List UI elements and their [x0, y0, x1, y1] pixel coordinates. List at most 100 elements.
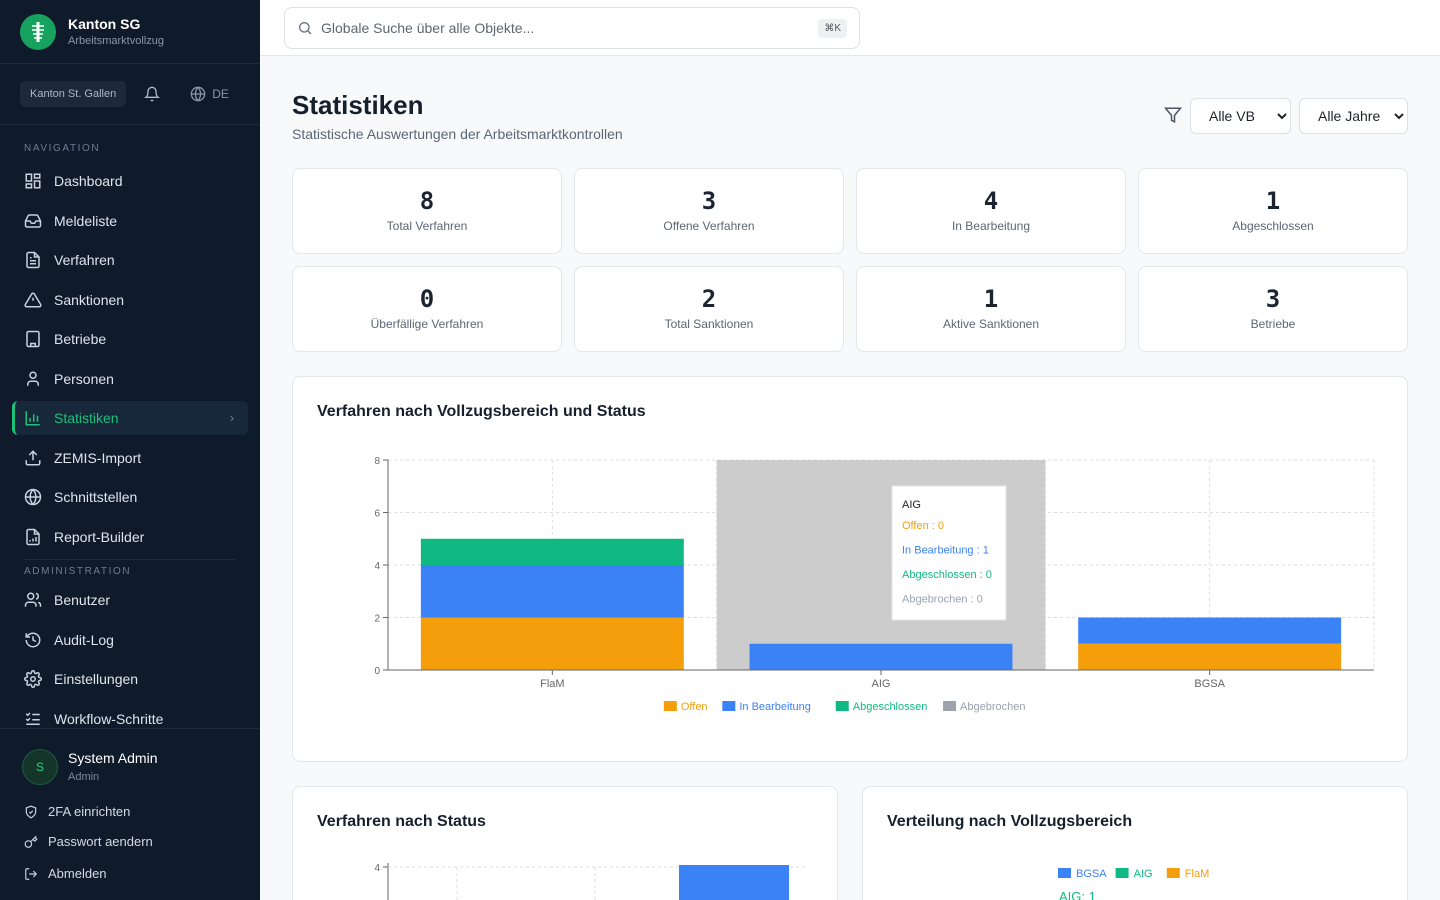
brand[interactable]: Kanton SG Arbeitsmarktvollzug: [0, 0, 260, 64]
topbar: ⌘K: [260, 0, 1440, 56]
notification-bell-icon[interactable]: [142, 84, 162, 104]
bar-chart-icon: [25, 411, 40, 426]
kpi-value: 8: [419, 187, 435, 215]
y-tick-label: 4: [374, 863, 380, 874]
legend-label: Abgeschlossen: [853, 701, 928, 713]
key-icon: [24, 835, 38, 848]
sidebar-item-label: Verfahren: [54, 252, 115, 268]
search-input[interactable]: [321, 20, 819, 36]
sidebar-item-report-builder[interactable]: Report-Builder: [12, 520, 248, 554]
setup-2fa-link[interactable]: 2FA einrichten: [24, 804, 130, 819]
pie-chart: BGSA AIG FlaM AIG: 1: [1058, 868, 1209, 900]
legend-swatch: [1166, 868, 1180, 878]
kpi-value: 1: [1265, 187, 1281, 215]
chart-title: Verfahren nach Status: [317, 813, 486, 830]
page-subtitle: Statistische Auswertungen der Arbeitsmar…: [292, 126, 623, 142]
legend-swatch: [722, 701, 736, 711]
logout-label: Abmelden: [48, 866, 107, 881]
sidebar-item-personen[interactable]: Personen: [12, 362, 248, 396]
canton-logo-icon: [20, 13, 56, 50]
bar-segment: [749, 643, 1013, 670]
sidebar-item-audit-log[interactable]: Audit-Log: [12, 623, 248, 657]
sidebar-item-statistiken[interactable]: Statistiken ›: [12, 401, 248, 435]
sidebar-item-meldeliste[interactable]: Meldeliste: [12, 204, 248, 238]
sidebar-item-label: Personen: [54, 371, 114, 387]
kpi-ueberfaellige-verfahren: 0 Überfällige Verfahren: [292, 266, 562, 352]
kpi-value: 3: [1265, 285, 1281, 313]
history-icon: [25, 632, 41, 648]
language-switcher[interactable]: DE: [190, 86, 229, 102]
upload-icon: [25, 450, 41, 466]
vollzugsbereich-select[interactable]: Alle VB: [1190, 98, 1291, 134]
kpi-label: Abgeschlossen: [1232, 219, 1314, 233]
year-select[interactable]: Alle Jahre: [1299, 98, 1408, 134]
legend-swatch: [663, 701, 677, 711]
chart-card-verteilung: Verteilung nach Vollzugsbereich BGSA AIG F…: [862, 786, 1408, 900]
sidebar-item-label: Schnittstellen: [54, 489, 138, 505]
nav-divider: [24, 559, 236, 560]
sidebar-item-sanktionen[interactable]: Sanktionen: [12, 283, 248, 317]
brand-title: Kanton SG: [68, 16, 141, 32]
kpi-in-bearbeitung: 4 In Bearbeitung: [856, 168, 1126, 254]
avatar[interactable]: S: [22, 749, 58, 785]
setup-2fa-label: 2FA einrichten: [48, 804, 131, 819]
global-search[interactable]: ⌘K: [284, 7, 860, 49]
bar-segment: [420, 617, 684, 670]
x-tick-label: AIG: [872, 678, 891, 690]
search-icon: [299, 22, 312, 35]
legend-swatch: [943, 701, 957, 711]
legend-label: Offen: [681, 701, 708, 713]
kpi-label: Aktive Sanktionen: [942, 317, 1040, 331]
legend-label: FlaM: [1185, 868, 1209, 880]
kpi-value: 1: [983, 285, 999, 313]
page-title: Statistiken: [292, 90, 424, 120]
sidebar-item-label: Statistiken: [54, 410, 119, 426]
kpi-label: Betriebe: [1250, 317, 1296, 331]
x-tick-label: FlaM: [540, 678, 564, 690]
globe-icon: [24, 488, 42, 506]
kpi-total-verfahren: 8 Total Verfahren: [292, 168, 562, 254]
sidebar-item-benutzer[interactable]: Benutzer: [12, 583, 248, 617]
user-icon: [27, 371, 39, 386]
brand-subtitle: Arbeitsmarktvollzug: [68, 35, 164, 47]
bar-segment: [1078, 617, 1342, 644]
kpi-label: In Bearbeitung: [951, 219, 1031, 233]
y-tick-label: 4: [374, 561, 380, 572]
legend-label: AIG: [1134, 868, 1153, 880]
logout-icon: [25, 867, 38, 880]
change-password-label: Passwort aendern: [48, 834, 153, 849]
change-password-link[interactable]: Passwort aendern: [24, 834, 153, 849]
legend-label: In Bearbeitung: [739, 701, 811, 713]
tooltip-line: Abgebrochen : 0: [902, 594, 983, 606]
status-bar-chart: 4: [374, 863, 805, 900]
sidebar-item-einstellungen[interactable]: Einstellungen: [12, 662, 248, 696]
legend-swatch: [1058, 868, 1071, 878]
slice-label: AIG: 1: [1059, 889, 1096, 900]
kpi-abgeschlossen: 1 Abgeschlossen: [1138, 168, 1408, 254]
kpi-label: Total Verfahren: [386, 219, 468, 233]
sidebar-item-schnittstellen[interactable]: Schnittstellen: [12, 480, 248, 514]
bar-segment: [420, 565, 684, 618]
y-tick-label: 0: [374, 666, 380, 677]
kpi-aktive-sanktionen: 1 Aktive Sanktionen: [856, 266, 1126, 352]
sidebar-item-label: Benutzer: [54, 592, 111, 608]
logout-link[interactable]: Abmelden: [24, 866, 107, 881]
inbox-icon: [24, 214, 42, 228]
sidebar-item-zemis-import[interactable]: ZEMIS-Import: [12, 441, 248, 475]
sidebar-item-betriebe[interactable]: Betriebe: [12, 322, 248, 356]
chart-card-vollzugsbereich-status: Verfahren nach Vollzugsbereich und Statu…: [292, 376, 1408, 762]
sidebar-item-label: Sanktionen: [54, 292, 125, 308]
sidebar-item-label: Meldeliste: [54, 213, 118, 229]
sidebar-item-dashboard[interactable]: Dashboard: [12, 164, 248, 198]
sidebar-toolbar: Kanton St. Gallen DE: [0, 64, 260, 125]
file-icon: [26, 251, 40, 269]
sidebar-item-label: Betriebe: [54, 331, 107, 347]
canton-selector[interactable]: Kanton St. Gallen: [20, 81, 127, 107]
kpi-value: 0: [419, 285, 435, 313]
nav-section-label: NAVIGATION: [24, 143, 101, 154]
stacked-bar-chart: 0 2 4 6 8 FlaM AIG BGSA Offen In Bearbeitung Abges…: [374, 456, 1375, 713]
kpi-value: 4: [983, 187, 999, 215]
sidebar-item-verfahren[interactable]: Verfahren: [12, 243, 248, 277]
sidebar-item-workflow-schritte[interactable]: Workflow-Schritte: [12, 702, 248, 736]
sidebar-item-label: Einstellungen: [54, 671, 139, 687]
